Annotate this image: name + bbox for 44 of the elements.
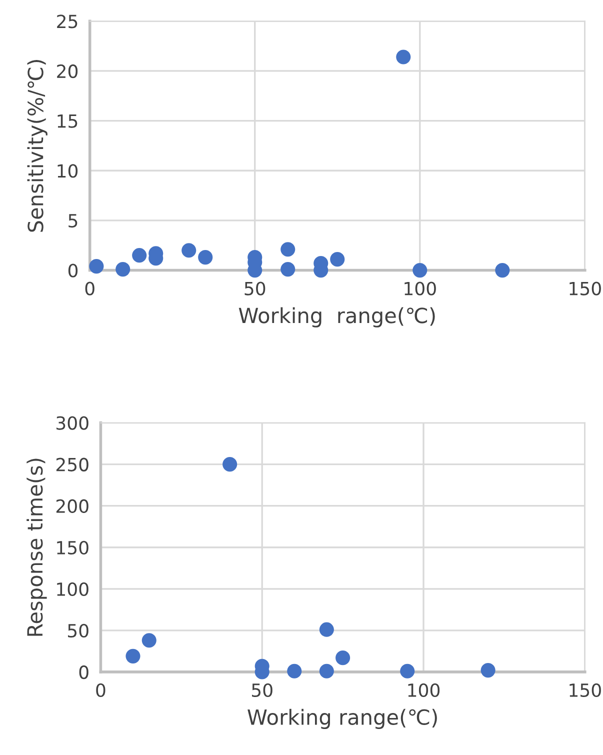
point [336, 650, 350, 666]
y-tick-label: 300 [56, 416, 88, 430]
y-tick-label: 0 [68, 264, 78, 278]
x-axis-title: Working range(℃) [238, 307, 435, 328]
point [412, 263, 428, 278]
x-axis-title: Working range(℃) [248, 708, 437, 730]
y-tick-label: 5 [68, 214, 78, 228]
y-tick-label: 15 [58, 114, 78, 128]
point [126, 648, 140, 664]
point [319, 622, 334, 637]
y-tick-label: 0 [79, 665, 88, 680]
y-tick-label: 20 [57, 64, 78, 78]
y-axis-title: Sensitivity(%/℃) [27, 60, 48, 232]
x-tick-label: 100 [404, 282, 436, 296]
y-tick-label: 250 [56, 458, 88, 472]
point [89, 259, 104, 274]
point [142, 633, 156, 648]
point [182, 243, 196, 258]
y-tick-label: 25 [57, 14, 78, 28]
y-tick-label: 200 [56, 499, 88, 513]
x-tick-label: 100 [408, 683, 440, 698]
y-axis-title: Response time(s) [26, 458, 47, 636]
x-tick-label: 150 [570, 282, 601, 296]
point [495, 263, 510, 278]
point [480, 663, 496, 678]
y-tick-label: 50 [68, 624, 88, 638]
x-tick-label: 0 [96, 683, 106, 698]
point [396, 50, 411, 64]
x-tick-label: 150 [570, 683, 601, 698]
point [330, 252, 345, 267]
point [198, 250, 213, 265]
x-tick-label: 50 [244, 282, 266, 296]
point [116, 262, 130, 277]
y-tick-label: 150 [57, 540, 88, 554]
y-tick-label: 100 [57, 582, 88, 596]
point [319, 664, 334, 678]
point [287, 664, 302, 678]
point [280, 262, 296, 277]
point [222, 457, 238, 472]
point [132, 248, 147, 263]
y-tick-label: 10 [58, 164, 78, 178]
point [280, 242, 296, 257]
x-tick-label: 50 [252, 683, 272, 698]
point [400, 664, 415, 678]
